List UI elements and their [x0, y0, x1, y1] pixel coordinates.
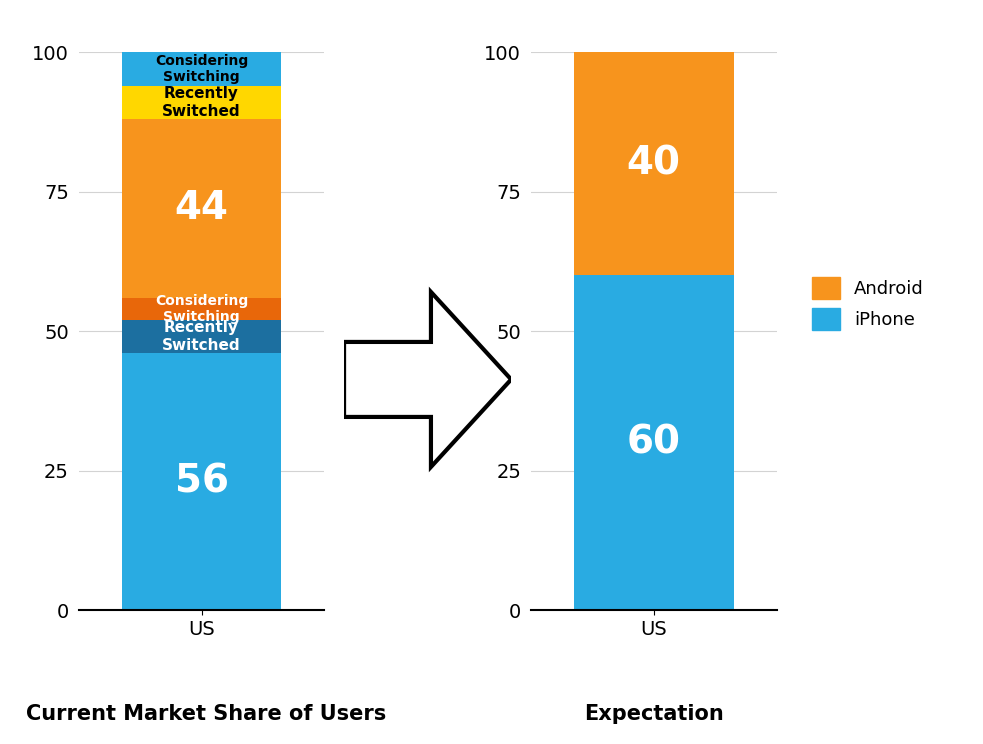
Bar — [122, 86, 281, 119]
Text: 56: 56 — [175, 463, 228, 501]
Text: 40: 40 — [627, 144, 680, 183]
Legend: Android, iPhone: Android, iPhone — [805, 269, 931, 337]
Bar — [122, 353, 281, 610]
Text: Considering
Switching: Considering Switching — [155, 54, 248, 84]
Bar — [122, 298, 281, 320]
Text: Considering
Switching: Considering Switching — [155, 294, 248, 324]
Polygon shape — [344, 292, 511, 467]
Bar — [122, 52, 281, 86]
Text: Recently
Switched: Recently Switched — [162, 86, 241, 118]
Text: 44: 44 — [175, 189, 228, 228]
Bar — [574, 275, 733, 610]
Bar — [574, 52, 733, 275]
Text: Recently
Switched: Recently Switched — [162, 321, 241, 353]
Bar — [122, 320, 281, 353]
Bar — [122, 119, 281, 298]
Text: Current Market Share of Users: Current Market Share of Users — [27, 705, 386, 724]
Text: 60: 60 — [627, 423, 680, 462]
Text: Expectation: Expectation — [584, 705, 723, 724]
